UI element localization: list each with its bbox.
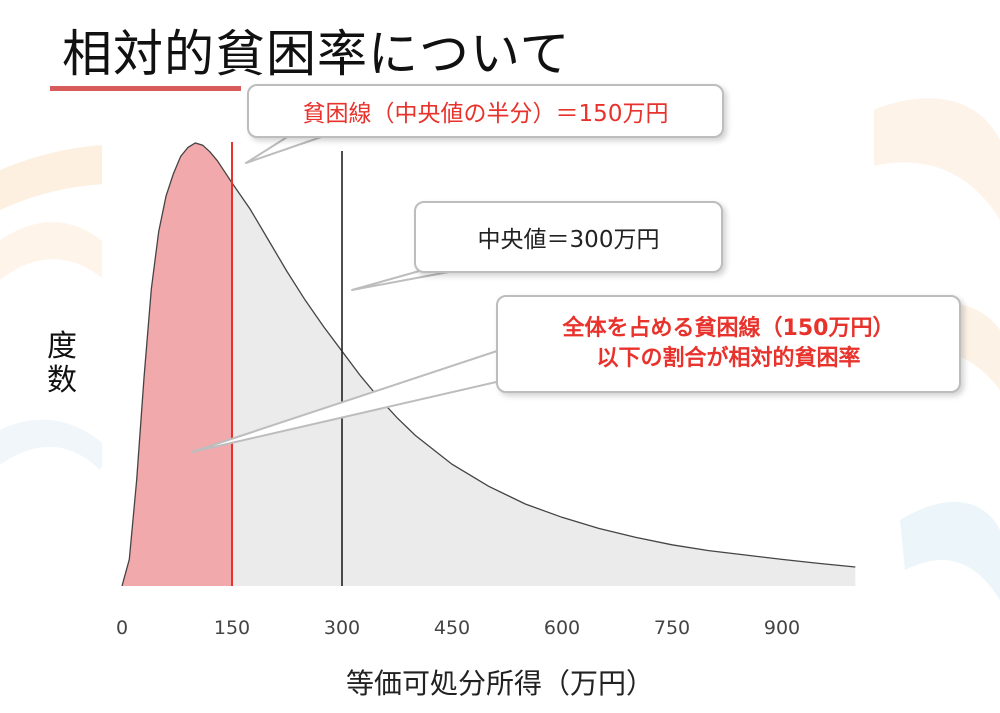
- poverty-rate-line2: 以下の割合が相対的貧困率: [596, 346, 861, 371]
- x-axis-label: 等価可処分所得（万円）: [345, 667, 654, 700]
- title-underline: [50, 86, 241, 91]
- distribution-curve: [121, 142, 856, 587]
- x-tick-label: 150: [214, 617, 250, 639]
- x-tick-label: 0: [116, 617, 128, 639]
- poverty-line-label: 貧困線（中央値の半分）＝150万円: [302, 101, 669, 127]
- distribution-area: [122, 143, 856, 586]
- y-axis-label: 度数: [47, 329, 77, 398]
- x-tick-label: 900: [764, 617, 800, 639]
- poverty-line-callout: 貧困線（中央値の半分）＝150万円: [247, 84, 724, 138]
- x-tick-label: 600: [544, 617, 580, 639]
- x-tick-label: 750: [654, 617, 690, 639]
- poverty-rate-callout: 全体を占める貧困線（150万円） 以下の割合が相対的貧困率: [496, 295, 961, 393]
- median-label: 中央値＝300万円: [477, 227, 660, 253]
- poverty-rate-line1: 全体を占める貧困線（150万円）: [562, 316, 895, 341]
- x-tick-label: 300: [324, 617, 360, 639]
- x-tick-label: 450: [434, 617, 470, 639]
- median-callout: 中央値＝300万円: [414, 201, 723, 273]
- slide-title: 相対的貧困率について: [62, 25, 571, 83]
- poverty-area: [122, 143, 232, 586]
